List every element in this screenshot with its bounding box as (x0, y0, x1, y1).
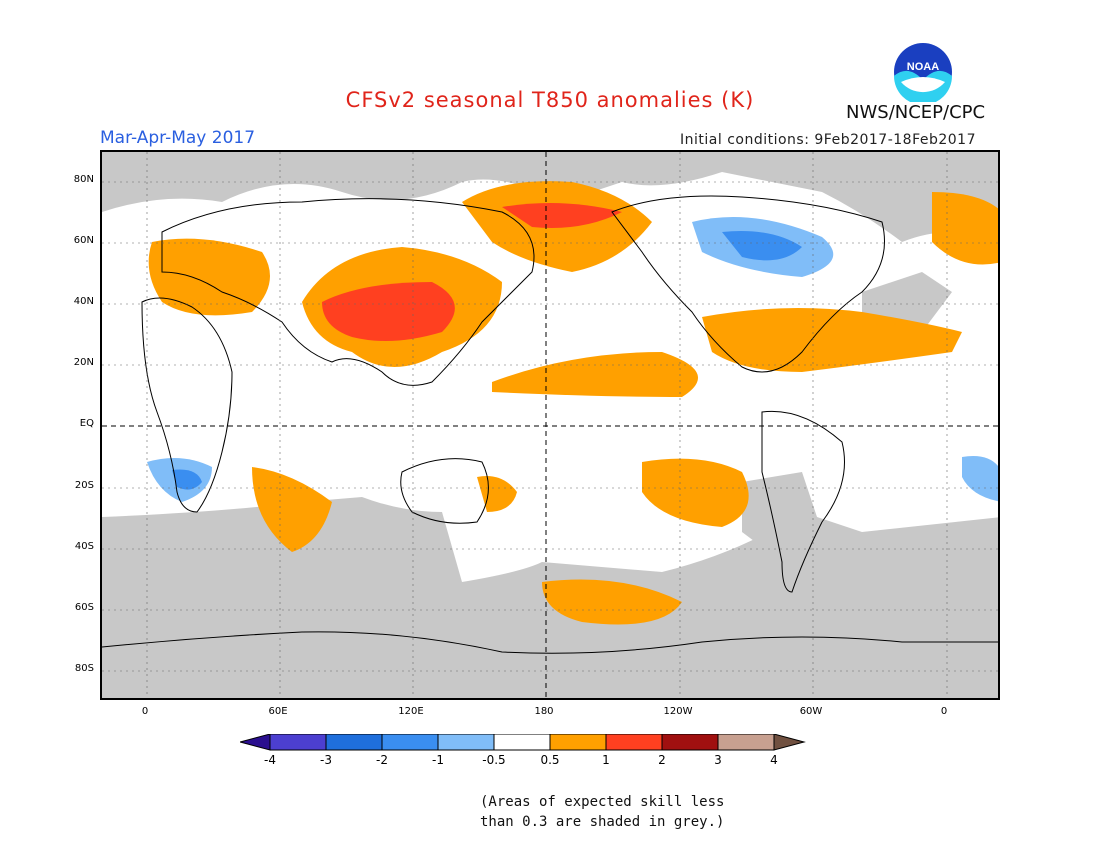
colorbar-segment (269, 734, 327, 751)
skill-note-line-2: than 0.3 are shaded in grey.) (480, 814, 725, 830)
lat-label-20n: 20N (73, 357, 94, 368)
anomaly-npacific-sub (492, 352, 698, 397)
season-label: Mar-Apr-May 2017 (100, 128, 256, 148)
lon-label-60e: 60E (268, 706, 288, 717)
colorbar-segment (381, 734, 439, 751)
colorbar (240, 734, 806, 751)
initial-conditions-label: Initial conditions: 9Feb2017-18Feb2017 (680, 132, 976, 148)
anomaly-map (100, 150, 1000, 700)
colorbar-tick-label: 3 (714, 753, 722, 767)
coastlines (102, 195, 998, 654)
organization-label: NWS/NCEP/CPC (846, 102, 986, 123)
colorbar-segment (773, 734, 806, 751)
anomaly-west-atlantic-north (932, 192, 998, 265)
colorbar-segment (437, 734, 495, 751)
lon-label-0-east: 0 (940, 706, 948, 717)
lat-label-60s: 60S (74, 602, 94, 613)
lon-label-120w: 120W (663, 706, 693, 717)
colorbar-tick-label: -1 (432, 753, 444, 767)
anomaly-south-pacific-high (542, 579, 682, 625)
anomaly-red-asia (322, 282, 455, 341)
colorbar-tick-label: -2 (376, 753, 388, 767)
anomaly-europe (148, 238, 270, 316)
anomaly-se-pacific (642, 458, 749, 527)
colorbar-segment (717, 734, 775, 751)
colorbar-segment (240, 734, 271, 751)
anomaly-blue-africa-east (962, 456, 998, 502)
noaa-logo: NOAA (894, 43, 952, 102)
colorbar-segment (605, 734, 663, 751)
coast-australia (400, 458, 489, 524)
lat-label-eq: EQ (79, 418, 94, 429)
colorbar-segment (661, 734, 719, 751)
colorbar-tick-label: 1 (602, 753, 610, 767)
coast-eurasia (161, 198, 535, 386)
lat-label-60n: 60N (73, 235, 94, 246)
colorbar-segment (493, 734, 551, 751)
lat-label-40n: 40N (73, 296, 94, 307)
map-canvas (102, 152, 998, 698)
colorbar-tick-label: 4 (770, 753, 778, 767)
coast-south-america (761, 410, 845, 593)
anomaly-australia-east (477, 476, 517, 512)
lat-label-80n: 80N (73, 174, 94, 185)
lat-label-40s: 40S (74, 541, 94, 552)
grey-mask-s-atlantic (742, 472, 822, 562)
lon-label-120e: 120E (398, 706, 424, 717)
anomaly-red-bering (502, 203, 622, 228)
colorbar-tick-label: 0.5 (540, 753, 560, 767)
colorbar-tick-label: 2 (658, 753, 666, 767)
lat-label-20s: 20S (74, 480, 94, 491)
colorbar-segment (549, 734, 607, 751)
equator-dateline (102, 152, 998, 698)
anomaly-na-south (702, 308, 962, 372)
anomaly-blue-canada-core (722, 231, 802, 261)
grey-mask-north (102, 152, 998, 242)
coast-antarctica (102, 631, 998, 654)
skill-note: (Areas of expected skill less than 0.3 a… (480, 792, 724, 832)
lon-label-60w: 60W (799, 706, 823, 717)
anomaly-blue-africa-core (172, 469, 202, 490)
lon-label-0: 0 (141, 706, 149, 717)
colorbar-tick-label: -3 (320, 753, 332, 767)
colorbar-tick-label: -0.5 (482, 753, 506, 767)
logo-text: NOAA (907, 61, 939, 73)
colorbar-tick-label: -4 (264, 753, 276, 767)
colorbar-segment (325, 734, 383, 751)
map-title: CFSv2 seasonal T850 anomalies (K) (345, 88, 755, 112)
gridlines (102, 152, 998, 698)
skill-note-line-1: (Areas of expected skill less (480, 794, 725, 810)
coast-north-america (611, 195, 885, 373)
lon-label-180: 180 (534, 706, 554, 717)
coast-africa-europe (141, 297, 233, 513)
lat-label-80s: 80S (74, 663, 94, 674)
